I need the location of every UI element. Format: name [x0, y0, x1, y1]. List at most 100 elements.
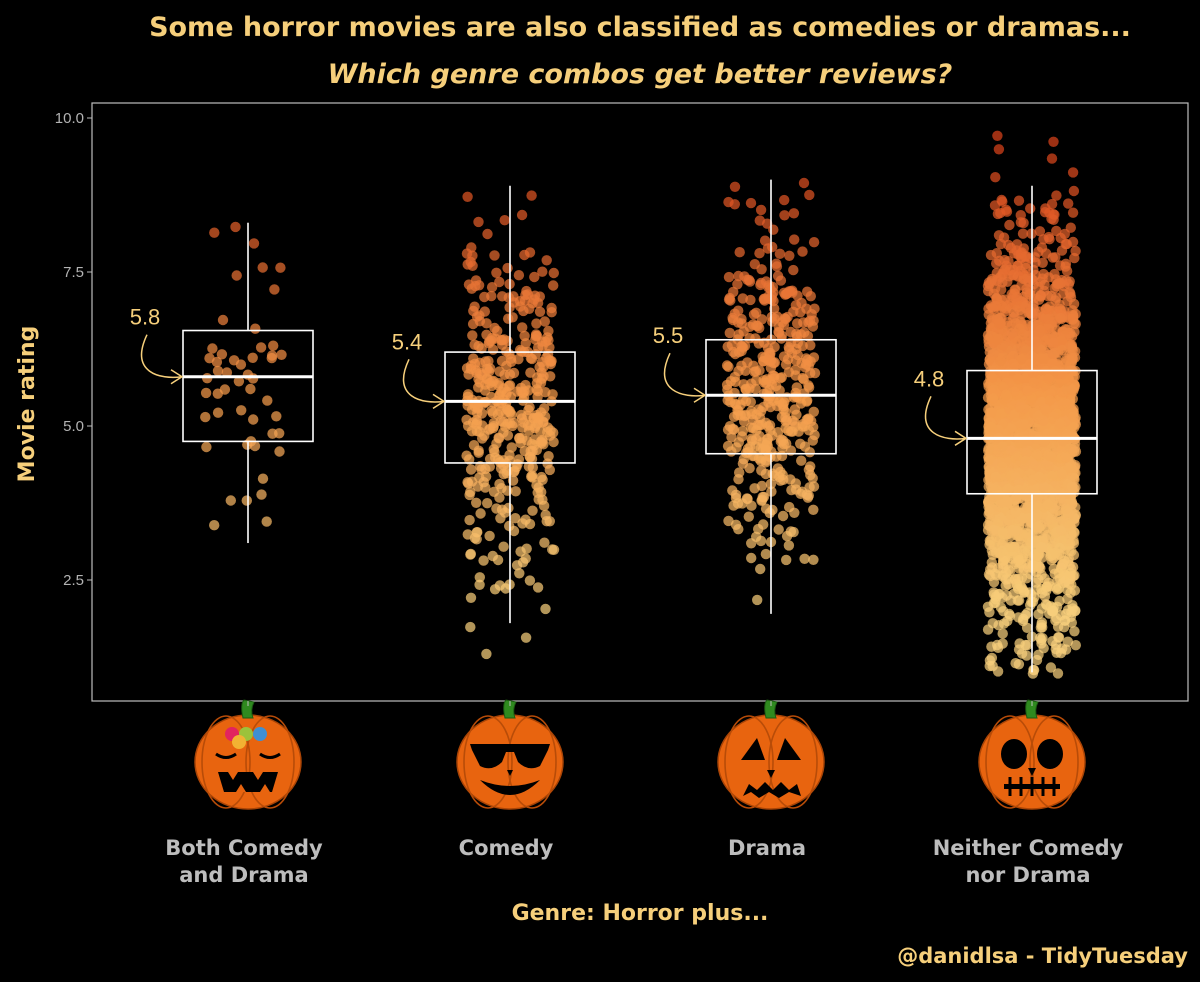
median-arrowhead: [954, 430, 968, 446]
data-point: [798, 177, 810, 189]
data-point: [741, 493, 753, 504]
pumpkin-stem: [1025, 699, 1039, 719]
data-point: [467, 260, 478, 271]
data-point: [1055, 312, 1066, 324]
data-point: [1060, 238, 1072, 250]
data-point: [1004, 610, 1016, 621]
data-point: [1028, 377, 1039, 388]
data-point: [1041, 459, 1052, 470]
data-point: [479, 291, 490, 303]
data-point: [779, 210, 790, 221]
data-point: [1022, 385, 1034, 396]
data-point: [510, 486, 521, 497]
data-point: [1013, 373, 1024, 385]
data-point: [769, 357, 780, 368]
data-point: [1047, 348, 1058, 360]
data-point: [462, 391, 474, 402]
data-point: [730, 489, 742, 500]
data-point: [525, 353, 537, 364]
data-point: [983, 443, 994, 454]
data-point: [276, 349, 287, 360]
data-point: [990, 471, 1002, 483]
data-point: [474, 426, 485, 437]
data-point: [767, 468, 778, 479]
data-point: [809, 429, 820, 441]
data-point: [472, 402, 483, 413]
data-point: [808, 554, 819, 565]
data-point: [1015, 217, 1027, 228]
data-point: [494, 492, 505, 503]
data-point: [728, 411, 740, 422]
data-point: [737, 458, 749, 469]
data-point: [209, 520, 220, 531]
data-point: [1000, 389, 1012, 400]
data-point: [1012, 583, 1024, 594]
data-point: [802, 286, 813, 297]
data-point: [211, 356, 223, 368]
data-point: [777, 510, 789, 522]
median-arrow: [924, 395, 967, 440]
data-point: [998, 618, 1010, 629]
data-point: [524, 518, 536, 530]
x-category-label: Neither Comedy: [933, 836, 1124, 860]
data-point: [767, 316, 778, 327]
data-point: [1069, 585, 1081, 596]
nose: [767, 770, 775, 778]
data-point: [250, 323, 261, 334]
data-point: [1032, 509, 1043, 520]
data-point: [789, 507, 800, 518]
data-point: [489, 250, 500, 261]
data-point: [474, 579, 485, 590]
data-point: [997, 441, 1008, 452]
data-point: [788, 264, 799, 276]
data-point: [729, 181, 741, 192]
data-point: [496, 334, 508, 346]
data-point: [1053, 567, 1065, 579]
data-point: [1047, 470, 1058, 482]
data-point: [268, 340, 279, 351]
median-arrowhead: [693, 387, 707, 403]
data-point: [1070, 640, 1082, 651]
data-point: [1025, 358, 1036, 369]
data-point: [1030, 308, 1042, 319]
data-point: [241, 495, 252, 506]
data-point: [758, 519, 769, 530]
data-point: [1027, 668, 1039, 679]
mouth-stitch: [1052, 777, 1056, 796]
data-point: [546, 307, 557, 318]
data-point: [1017, 228, 1029, 239]
data-point: [524, 247, 536, 258]
data-point: [249, 440, 261, 452]
data-point: [473, 280, 485, 291]
data-point: [233, 376, 245, 387]
data-point: [1020, 639, 1031, 651]
data-point: [1020, 300, 1032, 311]
data-point: [482, 228, 493, 240]
data-point: [752, 594, 763, 606]
data-point: [986, 652, 998, 664]
data-point: [539, 403, 550, 414]
data-point: [515, 301, 526, 312]
data-point: [728, 500, 739, 511]
data-point: [469, 358, 481, 369]
box-iqr: [182, 329, 314, 443]
data-point: [784, 250, 795, 261]
data-point: [1031, 654, 1043, 666]
data-point: [1007, 524, 1018, 536]
data-point: [1066, 384, 1078, 395]
data-point: [1069, 252, 1080, 264]
data-point: [1039, 207, 1051, 218]
data-point: [247, 352, 258, 363]
data-point: [491, 267, 502, 278]
eye: [259, 752, 281, 759]
data-point: [993, 489, 1005, 501]
data-point: [1066, 331, 1078, 342]
data-point: [1009, 288, 1020, 299]
data-point: [506, 442, 517, 453]
data-point: [764, 507, 775, 519]
data-point: [1010, 507, 1021, 518]
pumpkin-rib: [1029, 715, 1079, 809]
data-point: [1017, 615, 1029, 627]
data-point: [781, 438, 792, 449]
data-point: [520, 553, 531, 564]
